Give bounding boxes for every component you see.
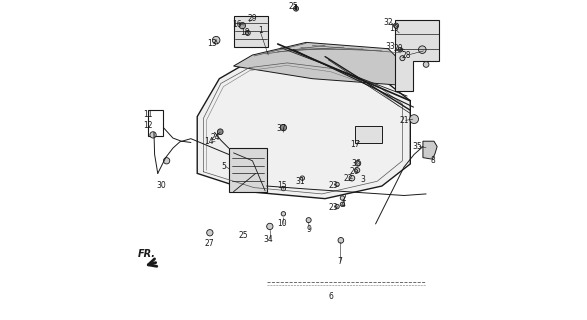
Polygon shape <box>197 57 410 199</box>
Text: 23: 23 <box>328 203 338 212</box>
Text: 10: 10 <box>278 220 287 228</box>
Text: 24: 24 <box>210 132 220 141</box>
Text: 9: 9 <box>307 225 312 234</box>
Circle shape <box>398 47 403 52</box>
Circle shape <box>245 30 250 36</box>
Text: 17: 17 <box>350 140 360 149</box>
Text: 5: 5 <box>221 162 226 171</box>
Text: 3: 3 <box>360 175 365 184</box>
Text: FR.: FR. <box>138 249 156 259</box>
Text: 22: 22 <box>344 174 353 183</box>
Text: 11: 11 <box>144 110 153 119</box>
Circle shape <box>355 160 361 166</box>
Circle shape <box>349 175 355 181</box>
Text: 25: 25 <box>289 2 298 11</box>
Text: 4: 4 <box>341 200 346 210</box>
Text: 30: 30 <box>157 181 167 190</box>
Circle shape <box>393 23 399 28</box>
Text: 27: 27 <box>204 239 214 248</box>
Circle shape <box>419 46 426 53</box>
Text: 35: 35 <box>413 142 422 151</box>
Circle shape <box>340 196 345 200</box>
Circle shape <box>400 56 405 61</box>
Circle shape <box>266 223 273 229</box>
Text: 12: 12 <box>144 121 153 130</box>
Polygon shape <box>394 20 438 91</box>
Text: 7: 7 <box>338 257 343 266</box>
Text: 29: 29 <box>247 14 257 23</box>
Text: 19: 19 <box>389 24 399 33</box>
Text: 36: 36 <box>352 159 362 168</box>
Polygon shape <box>229 148 266 192</box>
Text: 16: 16 <box>232 20 241 29</box>
Text: 37: 37 <box>276 124 286 133</box>
Text: 2: 2 <box>341 194 346 203</box>
Circle shape <box>338 237 344 243</box>
Polygon shape <box>234 16 268 47</box>
Circle shape <box>423 62 429 67</box>
Polygon shape <box>355 126 382 143</box>
Text: 1: 1 <box>258 26 263 35</box>
Circle shape <box>300 176 305 180</box>
Text: 31: 31 <box>295 177 305 186</box>
Circle shape <box>355 168 360 173</box>
Circle shape <box>280 124 286 131</box>
Polygon shape <box>423 141 437 159</box>
Circle shape <box>212 36 220 44</box>
Circle shape <box>335 204 339 209</box>
Text: 8: 8 <box>430 156 435 165</box>
Text: 26: 26 <box>349 167 359 176</box>
Text: 21: 21 <box>400 116 409 125</box>
Text: 6: 6 <box>329 292 334 301</box>
Circle shape <box>163 158 170 164</box>
Text: 34: 34 <box>264 235 273 244</box>
Text: 18: 18 <box>240 28 249 37</box>
Circle shape <box>207 229 213 236</box>
Circle shape <box>410 115 419 124</box>
Text: 23: 23 <box>328 181 338 190</box>
Text: 20: 20 <box>393 44 403 53</box>
Text: 28: 28 <box>402 51 411 60</box>
Circle shape <box>281 212 286 216</box>
Text: 25: 25 <box>238 231 248 240</box>
Text: 14: 14 <box>204 137 214 146</box>
Text: 33: 33 <box>385 42 394 51</box>
Text: 15: 15 <box>278 181 287 190</box>
Circle shape <box>294 6 299 11</box>
Circle shape <box>217 129 223 135</box>
Text: 32: 32 <box>383 18 393 27</box>
Circle shape <box>150 132 156 138</box>
Circle shape <box>340 202 345 206</box>
Circle shape <box>306 218 311 223</box>
Circle shape <box>281 186 286 191</box>
Text: 13: 13 <box>207 39 217 48</box>
Circle shape <box>239 22 245 29</box>
Circle shape <box>335 182 339 187</box>
Polygon shape <box>234 42 410 85</box>
